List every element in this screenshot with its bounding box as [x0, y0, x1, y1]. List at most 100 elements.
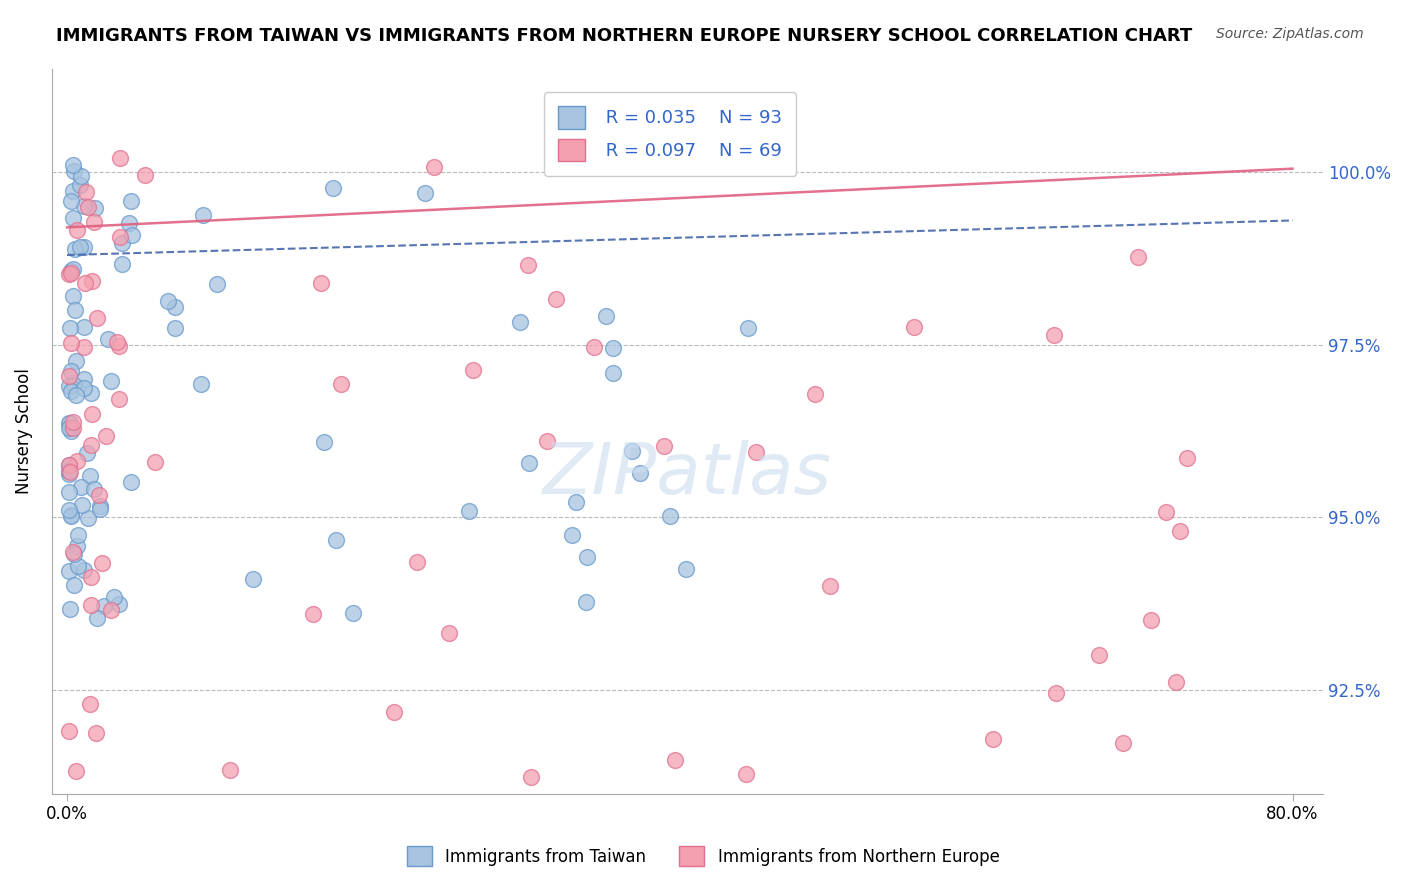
Point	[65, 454, 87, 468]
Point	[69, 178, 91, 192]
Point	[58, 724, 80, 739]
Point	[190, 377, 212, 392]
Point	[72, 199, 94, 213]
Point	[63, 303, 86, 318]
Point	[62, 211, 84, 225]
Point	[120, 475, 142, 489]
Point	[1140, 613, 1163, 627]
Point	[58, 369, 80, 384]
Point	[94, 429, 117, 443]
Point	[105, 335, 128, 350]
Point	[58, 378, 80, 392]
Point	[143, 455, 166, 469]
Point	[602, 366, 624, 380]
Point	[108, 229, 131, 244]
Text: IMMIGRANTS FROM TAIWAN VS IMMIGRANTS FROM NORTHERN EUROPE NURSERY SCHOOL CORRELA: IMMIGRANTS FROM TAIWAN VS IMMIGRANTS FRO…	[56, 27, 1192, 45]
Point	[97, 332, 120, 346]
Point	[325, 533, 347, 548]
Point	[58, 458, 80, 473]
Point	[80, 407, 103, 421]
Legend:  R = 0.035    N = 93,  R = 0.097    N = 69: R = 0.035 N = 93, R = 0.097 N = 69	[544, 92, 796, 176]
Point	[60, 194, 83, 208]
Point	[157, 294, 180, 309]
Point	[544, 292, 567, 306]
Point	[165, 321, 187, 335]
Legend: Immigrants from Taiwan, Immigrants from Northern Europe: Immigrants from Taiwan, Immigrants from …	[398, 838, 1008, 875]
Point	[89, 502, 111, 516]
Point	[582, 340, 605, 354]
Point	[458, 504, 481, 518]
Point	[509, 316, 531, 330]
Point	[659, 509, 682, 524]
Point	[803, 386, 825, 401]
Point	[595, 309, 617, 323]
Point	[60, 424, 83, 438]
Point	[83, 215, 105, 229]
Point	[83, 482, 105, 496]
Point	[461, 362, 484, 376]
Point	[80, 569, 103, 583]
Text: Source: ZipAtlas.com: Source: ZipAtlas.com	[1216, 27, 1364, 41]
Point	[737, 321, 759, 335]
Point	[1175, 451, 1198, 466]
Point	[80, 438, 103, 452]
Point	[87, 488, 110, 502]
Point	[193, 208, 215, 222]
Point	[66, 223, 89, 237]
Point	[1166, 675, 1188, 690]
Point	[111, 235, 134, 250]
Point	[219, 763, 242, 777]
Point	[89, 499, 111, 513]
Point	[118, 216, 141, 230]
Point	[69, 169, 91, 183]
Point	[93, 599, 115, 614]
Point	[630, 466, 652, 480]
Point	[1045, 686, 1067, 700]
Point	[405, 555, 427, 569]
Point	[58, 267, 80, 281]
Point	[1168, 524, 1191, 538]
Point	[65, 387, 87, 401]
Point	[77, 200, 100, 214]
Point	[903, 320, 925, 334]
Point	[108, 151, 131, 165]
Point	[62, 420, 84, 434]
Point	[75, 186, 97, 200]
Point	[58, 467, 80, 481]
Point	[100, 602, 122, 616]
Point	[82, 274, 104, 288]
Point	[517, 456, 540, 470]
Point	[73, 372, 96, 386]
Point	[59, 508, 82, 523]
Point	[73, 563, 96, 577]
Point	[59, 384, 82, 398]
Point	[77, 511, 100, 525]
Point	[63, 164, 86, 178]
Point	[309, 276, 332, 290]
Point	[103, 591, 125, 605]
Point	[621, 443, 644, 458]
Point	[652, 439, 675, 453]
Point	[66, 558, 89, 573]
Point	[62, 184, 84, 198]
Point	[62, 377, 84, 392]
Point	[63, 547, 86, 561]
Point	[65, 242, 87, 256]
Point	[1043, 327, 1066, 342]
Point	[565, 494, 588, 508]
Point	[422, 160, 444, 174]
Point	[602, 341, 624, 355]
Point	[575, 595, 598, 609]
Point	[58, 417, 80, 431]
Point	[1126, 250, 1149, 264]
Point	[67, 527, 90, 541]
Point	[62, 545, 84, 559]
Point	[58, 564, 80, 578]
Point	[1154, 505, 1177, 519]
Point	[108, 392, 131, 406]
Point	[820, 579, 842, 593]
Point	[65, 764, 87, 778]
Point	[108, 339, 131, 353]
Point	[65, 354, 87, 368]
Point	[70, 498, 93, 512]
